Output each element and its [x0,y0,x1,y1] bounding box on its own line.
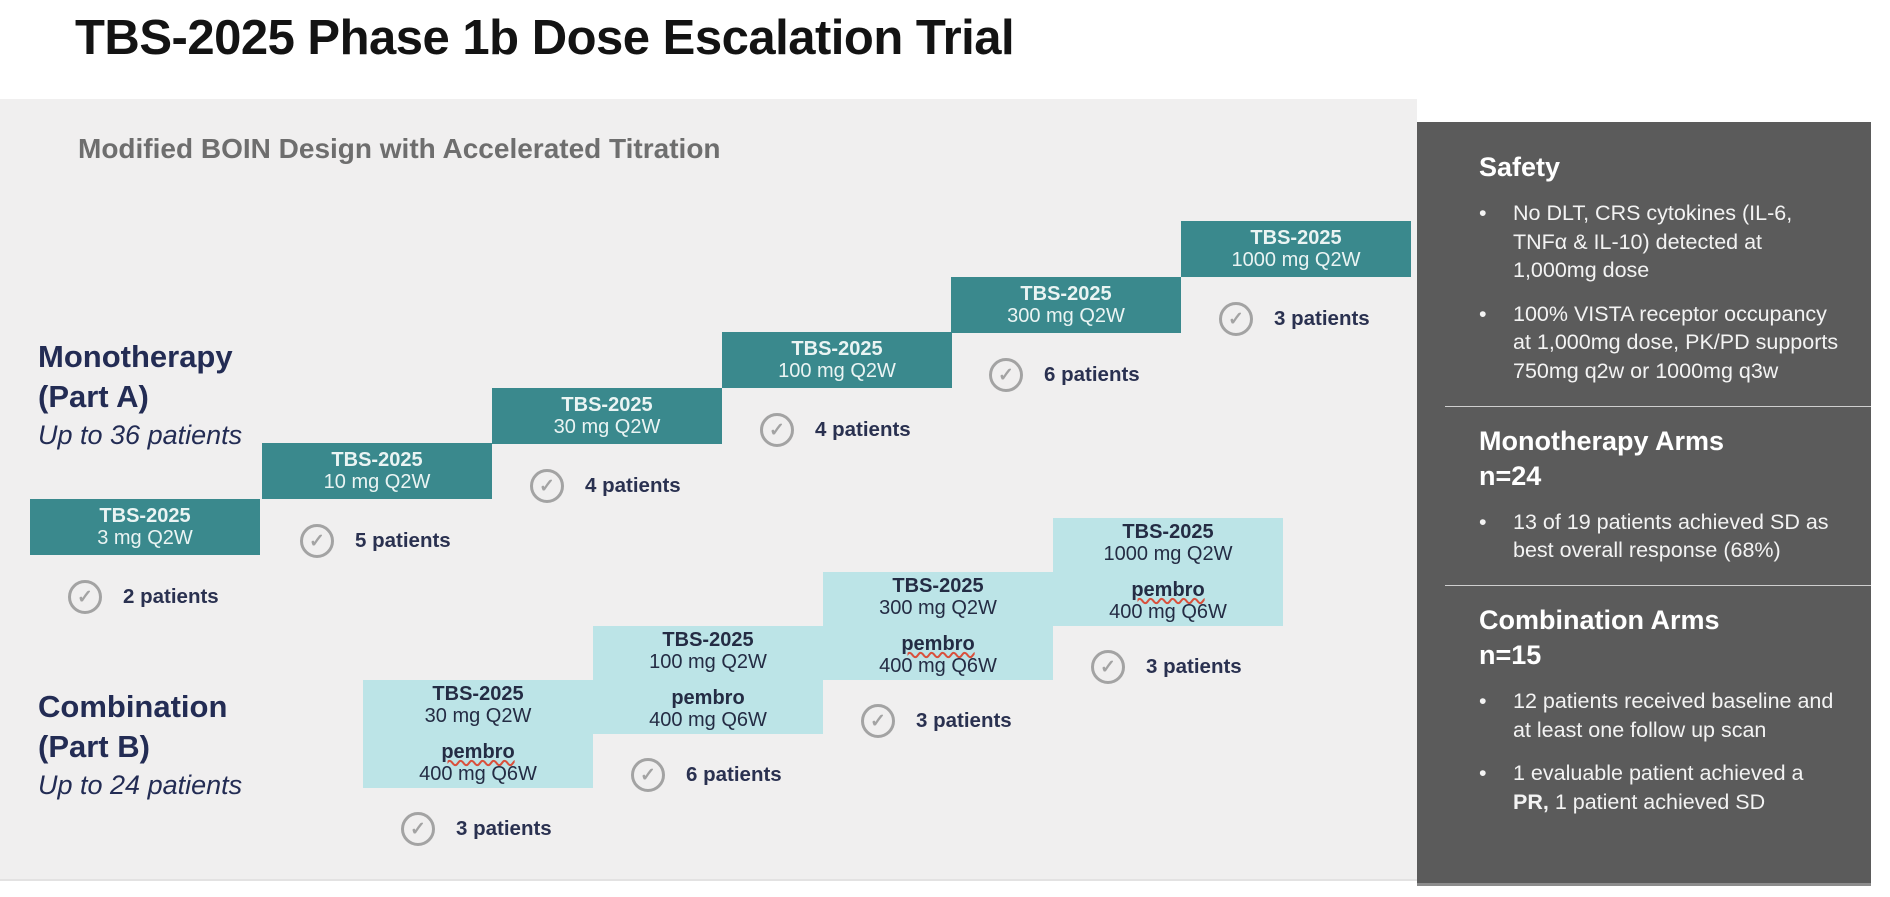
dose-label: 300 mg Q2W [879,597,997,620]
mono-step-6-box: TBS-2025 1000 mg Q2W [1181,221,1411,277]
mono-step-5-box: TBS-2025 300 mg Q2W [951,277,1181,333]
mono-step-3-patients-row: ✓ 4 patients [530,469,681,503]
check-icon: ✓ [530,469,564,503]
combo-step-1-box: TBS-2025 30 mg Q2W pembro 400 mg Q6W [363,680,593,788]
mono-step-4-box: TBS-2025 100 mg Q2W [722,332,952,388]
check-icon: ✓ [989,358,1023,392]
dose2-label: 400 mg Q6W [879,654,997,677]
bullet-icon: • [1479,301,1487,326]
patients-count: 4 patients [815,418,911,441]
drug-name: TBS-2025 [892,574,984,597]
dose-label: 300 mg Q2W [1007,305,1125,327]
diagram-subtitle: Modified BOIN Design with Accelerated Ti… [78,133,721,164]
combination-label-line3: Up to 24 patients [38,770,243,801]
patients-count: 2 patients [123,585,219,608]
combo-step-3-box: TBS-2025 300 mg Q2W pembro 400 mg Q6W [823,572,1053,680]
monotherapy-label-line2: (Part A) [38,378,149,414]
check-icon: ✓ [1219,302,1253,336]
combo-step-4-patients-row: ✓ 3 patients [1091,650,1242,684]
bullet-icon: • [1479,201,1487,226]
mono-step-5-patients-row: ✓ 6 patients [989,358,1140,392]
combination-label-line1: Combination [38,689,228,724]
check-icon: ✓ [760,413,794,447]
bullet-icon: • [1479,761,1487,786]
combination-label: Combination (Part B) Up to 24 patients [38,687,242,801]
dose-label: 30 mg Q2W [424,705,532,728]
combo-arms-bullet-1: • 12 patients received baseline and at l… [1479,687,1841,744]
safety-heading: Safety [1479,152,1561,182]
dose2-label: 400 mg Q6W [649,708,767,731]
safety-bullets: • No DLT, CRS cytokines (IL-6, TNFα & IL… [1479,199,1841,386]
dose-label: 30 mg Q2W [553,416,661,438]
sidebar-divider [1445,585,1871,587]
drug-name: TBS-2025 [561,393,653,416]
drug2-name: pembro [441,740,515,763]
monotherapy-label: Monotherapy (Part A) Up to 36 patients [38,337,242,451]
page-title: TBS-2025 Phase 1b Dose Escalation Trial [75,11,1015,65]
dose-label: 10 mg Q2W [323,471,431,493]
dose2-label: 400 mg Q6W [419,762,537,785]
check-icon: ✓ [68,580,102,614]
diagram-canvas: Modified BOIN Design with Accelerated Ti… [0,99,1417,881]
dose-label: 3 mg Q2W [97,527,193,549]
drug-name: TBS-2025 [99,504,191,527]
combination-label-line2: (Part B) [38,728,150,764]
check-icon: ✓ [631,758,665,792]
mono-step-3-box: TBS-2025 30 mg Q2W [492,388,722,444]
mono-arms-heading: Monotherapy Arms n=24 [1479,425,1725,491]
mono-step-2-box: TBS-2025 10 mg Q2W [262,443,492,499]
mono-arms-bullet-1: • 13 of 19 patients achieved SD as best … [1479,508,1841,565]
dose-label: 100 mg Q2W [649,651,767,674]
mono-step-6-patients-row: ✓ 3 patients [1219,302,1370,336]
mono-arms-bullets: • 13 of 19 patients achieved SD as best … [1479,508,1841,565]
check-icon: ✓ [861,704,895,738]
dose-label: 1000 mg Q2W [1103,543,1233,566]
mono-step-1-box: TBS-2025 3 mg Q2W [30,499,260,555]
results-sidebar: Safety • No DLT, CRS cytokines (IL-6, TN… [1417,122,1871,886]
drug-name: TBS-2025 [1250,226,1342,249]
patients-count: 3 patients [916,709,1012,732]
combo-step-2-box: TBS-2025 100 mg Q2W pembro 400 mg Q6W [593,626,823,734]
combo-arms-bullet-2: • 1 evaluable patient achieved a PR, 1 p… [1479,759,1841,816]
patients-count: 5 patients [355,529,451,552]
bullet-icon: • [1479,509,1487,534]
patients-count: 3 patients [456,817,552,840]
mono-step-2-patients-row: ✓ 5 patients [300,524,451,558]
check-icon: ✓ [401,812,435,846]
combo-step-2-patients-row: ✓ 6 patients [631,758,782,792]
drug2-name: pembro [671,686,745,709]
combo-arms-heading: Combination Arms n=15 [1479,605,1720,671]
check-icon: ✓ [1091,650,1125,684]
patients-count: 4 patients [585,474,681,497]
safety-bullet-2: • 100% VISTA receptor occupancy at 1,000… [1479,300,1841,386]
combo-step-3-patients-row: ✓ 3 patients [861,704,1012,738]
mono-step-1-patients-row: ✓ 2 patients [68,580,219,614]
dose-label: 1000 mg Q2W [1231,249,1361,271]
drug-name: TBS-2025 [432,682,524,705]
combo-step-1-patients-row: ✓ 3 patients [401,812,552,846]
patients-count: 3 patients [1274,307,1370,330]
patients-count: 6 patients [686,763,782,786]
sidebar-divider [1445,405,1871,407]
drug-name: TBS-2025 [1122,520,1214,543]
drug-name: TBS-2025 [1020,282,1112,305]
monotherapy-label-line1: Monotherapy [38,339,233,374]
drug2-name: pembro [1131,578,1205,601]
combo-arms-bullets: • 12 patients received baseline and at l… [1479,687,1841,816]
drug-name: TBS-2025 [791,337,883,360]
safety-bullet-1: • No DLT, CRS cytokines (IL-6, TNFα & IL… [1479,199,1841,285]
dose-label: 100 mg Q2W [778,360,896,382]
patients-count: 3 patients [1146,655,1242,678]
monotherapy-label-line3: Up to 36 patients [38,420,243,451]
drug-name: TBS-2025 [331,448,423,471]
dose2-label: 400 mg Q6W [1109,600,1227,623]
combo-step-4-box: TBS-2025 1000 mg Q2W pembro 400 mg Q6W [1053,518,1283,626]
drug-name: TBS-2025 [662,628,754,651]
patients-count: 6 patients [1044,363,1140,386]
bullet-icon: • [1479,689,1487,714]
check-icon: ✓ [300,524,334,558]
drug2-name: pembro [901,632,975,655]
mono-step-4-patients-row: ✓ 4 patients [760,413,911,447]
